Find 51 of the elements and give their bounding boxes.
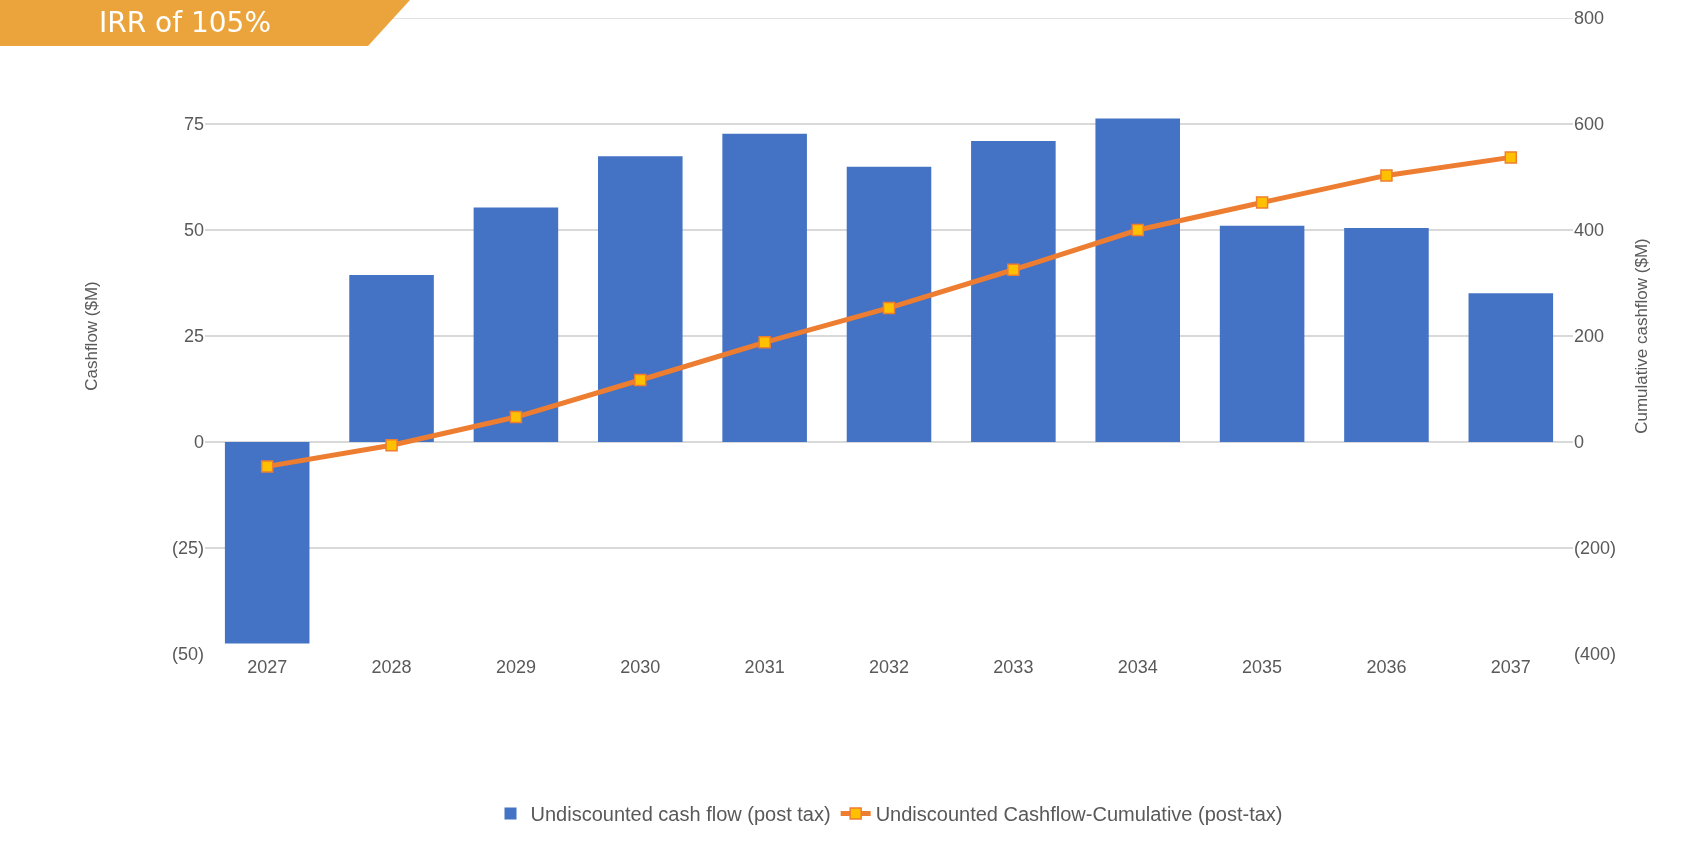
point	[1380, 169, 1393, 182]
x-tick-label: 2037	[1490, 657, 1531, 677]
y2-tick-label: 200	[1574, 326, 1605, 347]
point	[509, 410, 523, 424]
y-tick-label: (50)	[171, 644, 204, 665]
x-tick-label: 2036	[1366, 657, 1407, 677]
y-tick-label: 50	[183, 220, 204, 241]
bar	[1344, 227, 1429, 442]
bar	[1468, 293, 1554, 442]
y2-axis-title: Cumulative cashflow ($M)	[1632, 238, 1652, 434]
x-tick-label: 2030	[620, 657, 661, 677]
point	[1255, 196, 1269, 209]
x-tick-label: 2027	[247, 657, 288, 677]
bar	[1219, 225, 1305, 442]
bar	[971, 140, 1056, 442]
x-tick-label: 2032	[868, 657, 910, 677]
x-tick-label: 2035	[1242, 657, 1283, 677]
bar	[846, 166, 932, 442]
y2-tick-label: 0	[1574, 432, 1585, 453]
point	[260, 460, 274, 473]
y-tick-label: (25)	[171, 538, 204, 559]
y2-tick-label: 800	[1574, 8, 1605, 29]
point	[1007, 263, 1020, 276]
point	[385, 438, 398, 452]
x-tick-label: 2028	[371, 657, 412, 677]
bar	[597, 156, 683, 442]
annotation: IRR of 105%	[98, 5, 272, 41]
legend-label: Undiscounted cash flow (post tax)	[530, 803, 831, 826]
y2-tick-label: (400)	[1574, 644, 1617, 665]
point	[1504, 151, 1518, 164]
bar	[1095, 118, 1181, 442]
point	[758, 336, 771, 349]
y-tick-label: 75	[183, 114, 204, 135]
y2-tick-label: 600	[1574, 114, 1605, 135]
point	[882, 301, 896, 315]
y-tick-label: 0	[193, 432, 204, 453]
x-tick-label: 2034	[1117, 657, 1158, 677]
y2-tick-label: (200)	[1574, 538, 1617, 559]
point	[1131, 223, 1144, 237]
x-tick-label: 2029	[495, 657, 536, 677]
y2-tick-label: 400	[1574, 220, 1605, 241]
bar	[224, 442, 310, 644]
legend-label: Undiscounted Cashflow-Cumulative (post-tax)	[875, 803, 1283, 826]
y-axis-title: Cashflow ($M)	[81, 281, 101, 391]
point	[634, 373, 647, 387]
bar	[722, 133, 807, 442]
bar	[349, 274, 434, 442]
bar	[473, 207, 559, 442]
x-tick-label: 2033	[993, 657, 1034, 677]
x-tick-label: 2031	[744, 657, 785, 677]
y-tick-label: 25	[183, 326, 204, 347]
